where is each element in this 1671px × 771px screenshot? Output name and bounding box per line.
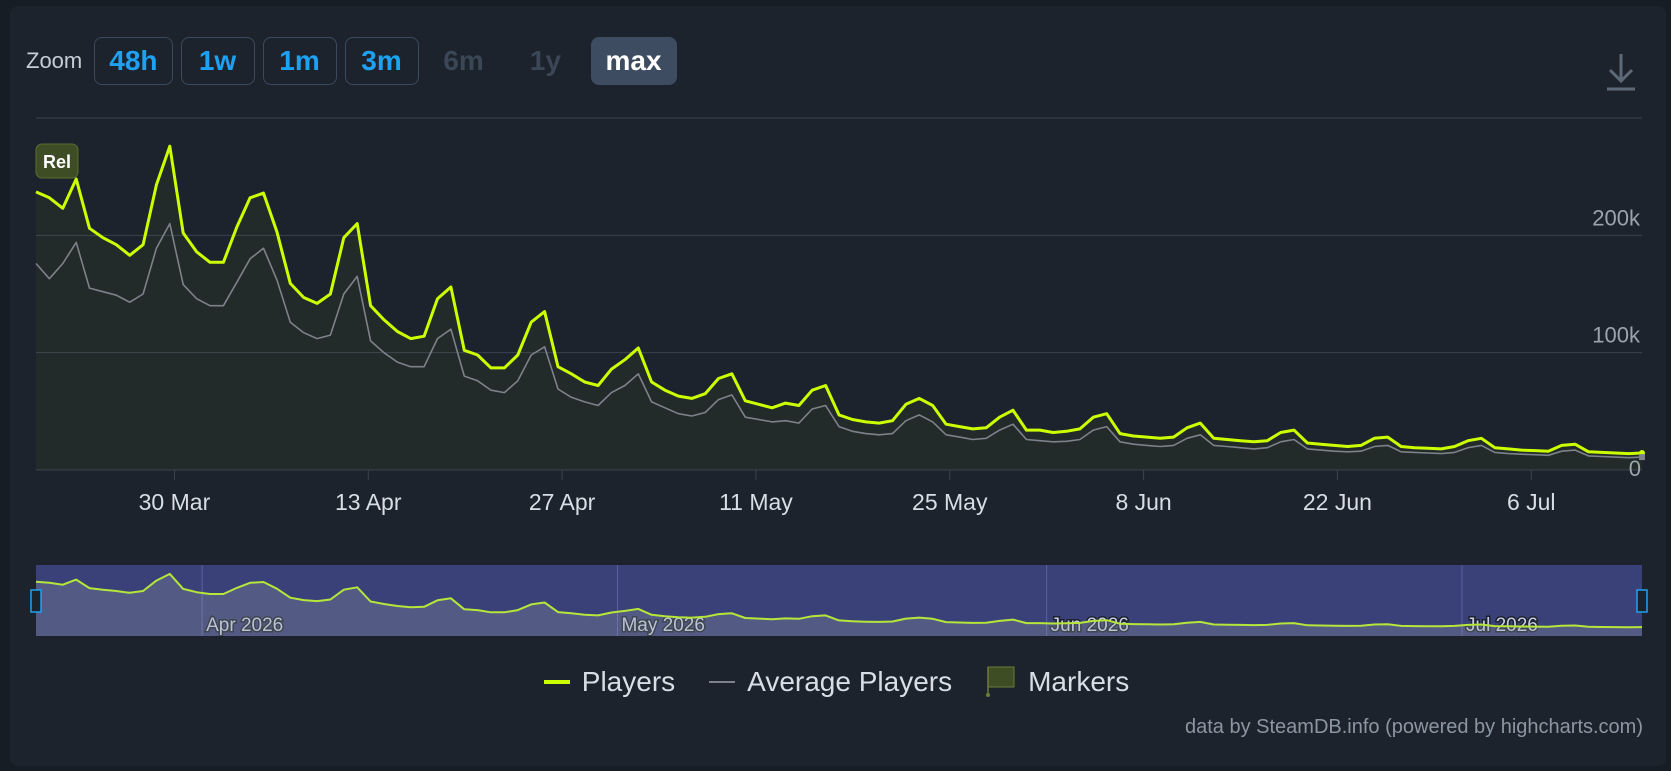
release-marker-flag — [35, 143, 79, 179]
legend-item-average-players[interactable]: Average Players — [707, 665, 952, 699]
players-line — [35, 144, 1643, 456]
y-tick-label: 100k — [1592, 323, 1641, 348]
zoom-1y-button: 1y — [529, 45, 562, 76]
legend-label-average-players: Average Players — [747, 666, 953, 697]
zoom-1w-button[interactable]: 1w — [180, 37, 255, 85]
legend-item-markers[interactable]: Markers — [984, 665, 1129, 699]
x-tick-label: 13 Apr — [335, 489, 402, 515]
navigator-area — [36, 573, 1642, 636]
navigator-left-handle — [30, 589, 42, 613]
navigator-right-handle — [1636, 589, 1648, 613]
navigator-line — [35, 572, 1643, 629]
zoom-48h-button[interactable]: 48h — [94, 37, 173, 85]
legend-label-markers: Markers — [1028, 666, 1130, 697]
credit-text: data by SteamDB.info (powered by highcha… — [1185, 716, 1643, 738]
zoom-label: Zoom — [26, 48, 83, 73]
x-tick-label: 11 May — [719, 489, 793, 515]
legend-label-players: Players — [581, 666, 676, 697]
flag-icon — [986, 666, 1015, 697]
navigator-tick-label: Jun 2026 — [1051, 615, 1129, 636]
average-last-point — [1639, 454, 1645, 461]
x-tick-label: 30 Mar — [139, 489, 211, 515]
zoom-3m-button[interactable]: 3m — [344, 37, 419, 85]
legend: Players Average Players Markers — [0, 665, 1671, 699]
x-tick-label: 25 May — [912, 489, 988, 515]
zoom-1m-button[interactable]: 1m — [262, 37, 337, 85]
legend-item-players[interactable]: Players — [542, 665, 675, 699]
zoom-max-button[interactable]: max — [590, 37, 677, 85]
zoom-6m-button: 6m — [443, 45, 484, 76]
x-tick-label: 27 Apr — [529, 489, 596, 515]
x-tick-label: 8 Jun — [1115, 489, 1171, 515]
x-tick-label: 6 Jul — [1507, 489, 1556, 515]
download-icon[interactable] — [1605, 52, 1637, 92]
players-chart[interactable]: 0 100k 200k 30 Mar 13 Apr 27 Apr 11 May 25 May 8… — [0, 0, 1671, 660]
x-tick-label: 22 Jun — [1303, 489, 1372, 515]
players-area — [36, 146, 1642, 470]
zoom-toolbar: Zoom 48h 1w 1m 3m 6m 1y max — [26, 37, 677, 85]
y-tick-label: 200k — [1592, 205, 1641, 230]
release-marker-label: Rel — [43, 152, 71, 172]
average-players-line — [35, 222, 1643, 459]
y-tick-label: 0 — [1629, 456, 1641, 481]
chart-card — [10, 6, 1666, 766]
navigator-tick-label: Apr 2026 — [206, 615, 283, 636]
navigator-tick-label: May 2026 — [621, 615, 704, 636]
